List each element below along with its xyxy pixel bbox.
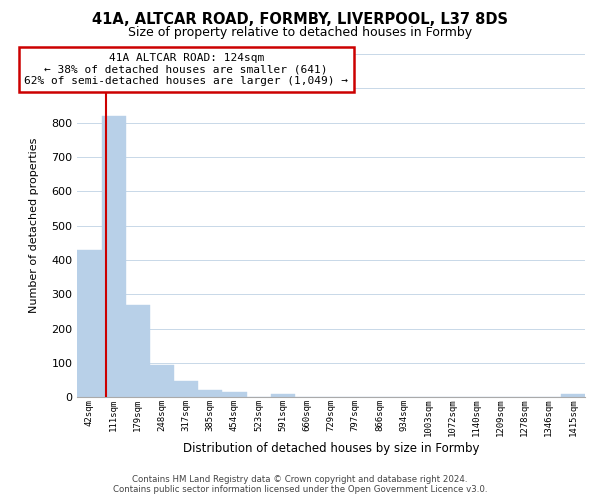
Bar bbox=[271, 394, 295, 398]
Text: Size of property relative to detached houses in Formby: Size of property relative to detached ho… bbox=[128, 26, 472, 39]
Bar bbox=[198, 390, 223, 398]
Bar bbox=[101, 116, 126, 398]
Text: Contains HM Land Registry data © Crown copyright and database right 2024.
Contai: Contains HM Land Registry data © Crown c… bbox=[113, 474, 487, 494]
Y-axis label: Number of detached properties: Number of detached properties bbox=[29, 138, 39, 314]
Bar bbox=[223, 392, 247, 398]
Bar bbox=[174, 381, 198, 398]
Bar bbox=[77, 250, 101, 398]
Bar bbox=[150, 366, 174, 398]
Text: 41A ALTCAR ROAD: 124sqm
← 38% of detached houses are smaller (641)
62% of semi-d: 41A ALTCAR ROAD: 124sqm ← 38% of detache… bbox=[24, 53, 348, 86]
Bar bbox=[561, 394, 585, 398]
Bar bbox=[126, 304, 150, 398]
Text: 41A, ALTCAR ROAD, FORMBY, LIVERPOOL, L37 8DS: 41A, ALTCAR ROAD, FORMBY, LIVERPOOL, L37… bbox=[92, 12, 508, 28]
X-axis label: Distribution of detached houses by size in Formby: Distribution of detached houses by size … bbox=[183, 442, 479, 455]
